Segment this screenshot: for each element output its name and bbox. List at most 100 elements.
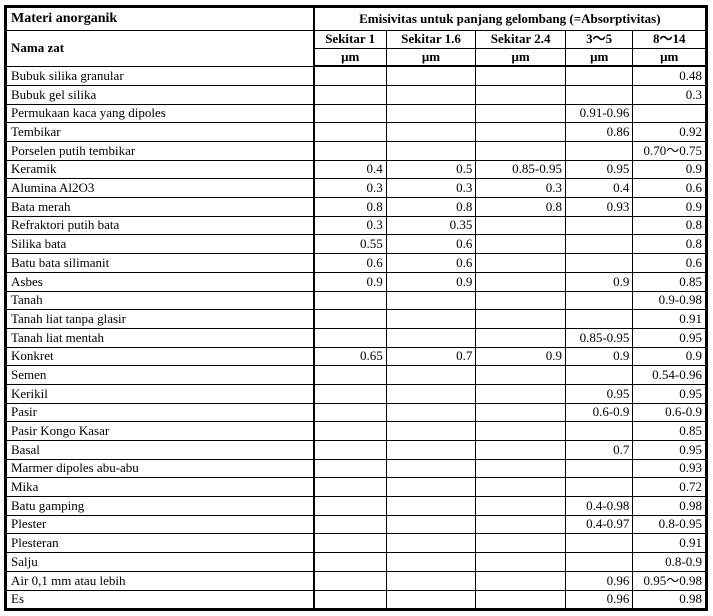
material-name: Porselen putih tembikar: [4, 141, 315, 161]
material-name: Marmer dipoles abu-abu: [4, 458, 315, 479]
table-row: Asbes 0.9 0.9 0.9 0.85: [4, 271, 707, 292]
emissivity-value: 0.9: [632, 346, 707, 367]
emissivity-value: 0.93: [632, 458, 707, 479]
table-row: Pasir 0.6-0.9 0.6-0.9: [4, 402, 707, 423]
emissivity-value: [312, 421, 387, 441]
emissivity-value: 0.8-0.9: [632, 552, 707, 572]
emissivity-value: 0.6: [632, 253, 707, 273]
emissivity-value: [385, 122, 477, 142]
table-row: Permukaan kaca yang dipoles 0.91-0.96: [4, 103, 707, 124]
emissivity-value: [312, 589, 387, 611]
emissivity-value: [564, 84, 634, 105]
emissivity-value: [385, 570, 477, 591]
emissivity-value: 0.6: [312, 253, 387, 273]
emissivity-value: [475, 533, 566, 554]
emissivity-value: 0.8: [632, 234, 707, 255]
emissivity-value: 0.96: [564, 570, 634, 591]
emissivity-value: [564, 290, 634, 311]
emissivity-value: [312, 309, 387, 329]
table-row: Keramik 0.4 0.5 0.85-0.95 0.95 0.9: [4, 159, 707, 180]
emissivity-value: [475, 589, 566, 611]
emissivity-value: 0.7: [564, 440, 634, 460]
emissivity-value: [475, 271, 566, 292]
header-row-wavelengths: Nama zat Sekitar 1 Sekitar 1.6 Sekitar 2…: [4, 30, 707, 67]
emissivity-value: [385, 440, 477, 460]
table-row: Silika bata 0.55 0.6 0.8: [4, 234, 707, 255]
emissivity-value: [564, 234, 634, 255]
emissivity-table: Materi anorganik Emisivitas untuk panjan…: [4, 5, 708, 612]
material-name: Pasir: [4, 402, 315, 423]
material-name: Tanah: [4, 290, 315, 311]
material-name: Tembikar: [4, 122, 315, 142]
emissivity-value: 0.95: [632, 383, 707, 404]
emissivity-value: 0.55: [312, 234, 387, 255]
emissivity-value: [312, 327, 387, 348]
emissivity-value: [475, 496, 566, 516]
emissivity-value: [475, 552, 566, 572]
emissivity-value: [385, 514, 477, 535]
emissivity-value: 0.9: [475, 346, 566, 367]
table-row: Basal 0.7 0.95: [4, 440, 707, 460]
unit-label: μm: [632, 48, 707, 68]
emissivity-value: [385, 84, 477, 105]
emissivity-value: [312, 103, 387, 124]
emissivity-value: 0.93: [564, 197, 634, 217]
col-header-sekitar-1-6: Sekitar 1.6: [385, 30, 477, 49]
emissivity-value: [312, 552, 387, 572]
emissivity-value: 0.8: [632, 215, 707, 236]
emissivity-value: 0.3: [632, 84, 707, 105]
table-row: Kerikil 0.95 0.95: [4, 383, 707, 404]
table-row: Tanah 0.9-0.98: [4, 290, 707, 311]
emissivity-value: 0.95: [632, 327, 707, 348]
emissivity-value: [385, 421, 477, 441]
emissivity-value: [312, 84, 387, 105]
table-row: Tembikar 0.86 0.92: [4, 122, 707, 142]
material-name: Bubuk silika granular: [4, 65, 315, 86]
emissivity-value: 0.5: [385, 159, 477, 180]
emissivity-value: 0.85: [632, 421, 707, 441]
emissivity-value: [564, 215, 634, 236]
emissivity-value: [385, 402, 477, 423]
emissivity-value: 0.70〜0.75: [632, 141, 707, 161]
table-row: Semen 0.54-0.96: [4, 365, 707, 385]
material-name: Alumina Al2O3: [4, 178, 315, 199]
emissivity-value: 0.91: [632, 533, 707, 554]
unit-label: μm: [312, 48, 387, 68]
unit-label: μm: [564, 48, 634, 68]
emissivity-value: 0.6: [632, 178, 707, 199]
emissivity-value: [475, 570, 566, 591]
material-name: Batu bata silimanit: [4, 253, 315, 273]
emissivity-value: [564, 253, 634, 273]
emissivity-value: 0.6: [385, 253, 477, 273]
header-row-title: Materi anorganik Emisivitas untuk panjan…: [4, 6, 707, 31]
material-name: Tanah liat tanpa glasir: [4, 309, 315, 329]
emissivity-value: 0.95: [564, 159, 634, 180]
material-name: Kerikil: [4, 383, 315, 404]
emissivity-value: [385, 533, 477, 554]
emissivity-value: [564, 458, 634, 479]
emissivity-value: 0.98: [632, 589, 707, 611]
unit-label: μm: [385, 48, 477, 68]
emissivity-value: [475, 383, 566, 404]
table-row: Pasir Kongo Kasar 0.85: [4, 421, 707, 441]
emissivity-value: 0.7: [385, 346, 477, 367]
material-name: Permukaan kaca yang dipoles: [4, 103, 315, 124]
emissivity-value: 0.8: [385, 197, 477, 217]
emissivity-value: [385, 141, 477, 161]
emissivity-value: [312, 477, 387, 498]
emissivity-value: [564, 309, 634, 329]
emissivity-value: [385, 365, 477, 385]
material-name: Pasir Kongo Kasar: [4, 421, 315, 441]
emissivity-value: [385, 477, 477, 498]
name-column-header: Nama zat: [4, 30, 315, 67]
material-name: Mika: [4, 477, 315, 498]
emissivity-value: [312, 122, 387, 142]
table-row: Batu gamping 0.4-0.98 0.98: [4, 496, 707, 516]
emissivity-value: [475, 421, 566, 441]
emissivity-value: [475, 122, 566, 142]
emissivity-value: [312, 365, 387, 385]
table-row: Bubuk silika granular 0.48: [4, 65, 707, 86]
material-name: Bata merah: [4, 197, 315, 217]
emissivity-value: 0.8: [475, 197, 566, 217]
emissivity-value: [475, 234, 566, 255]
